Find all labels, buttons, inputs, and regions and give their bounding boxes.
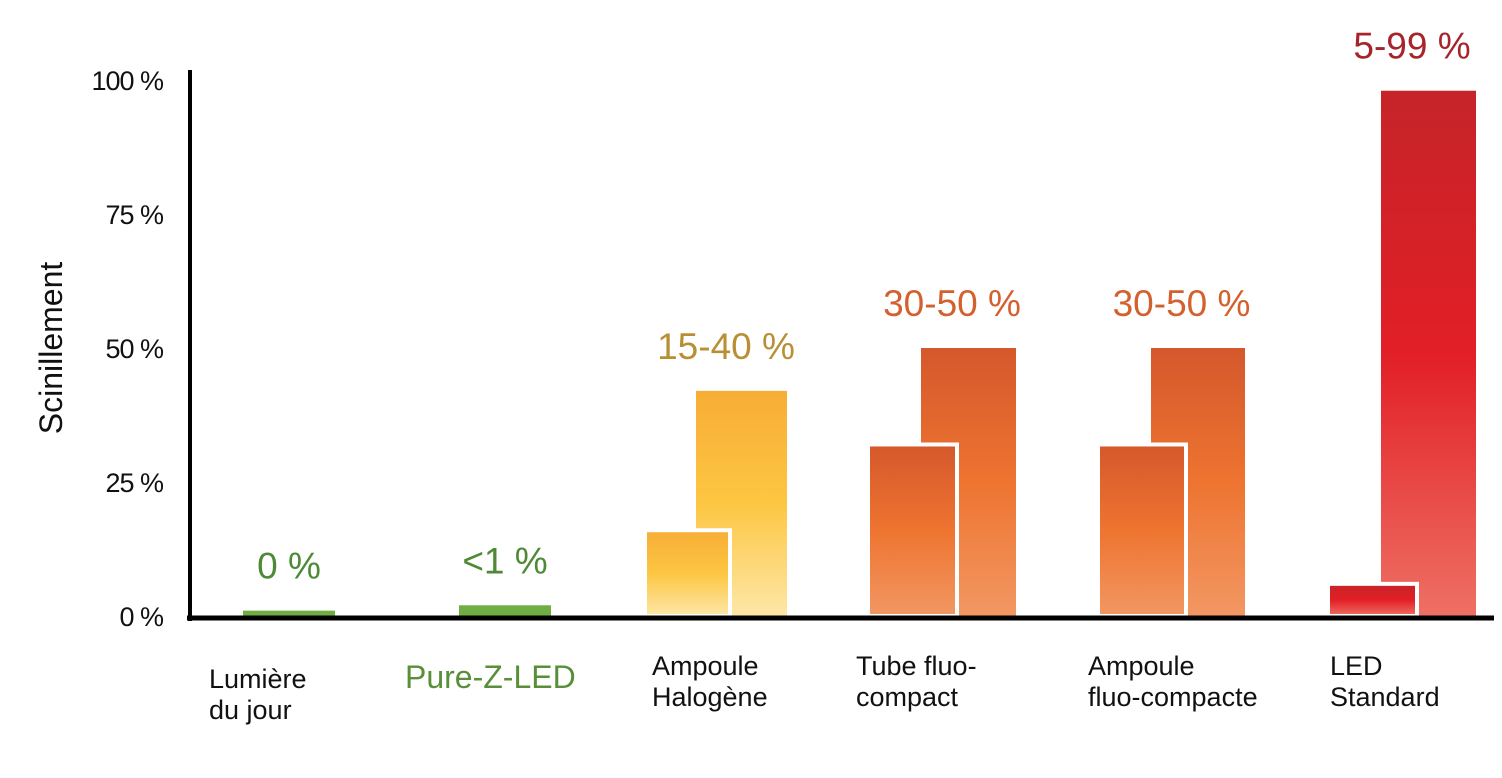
value-labels: 0 % <1 % 15-40 % 30-50 % 30-50 % 5-99 % — [257, 26, 1471, 587]
bar-high — [1381, 90, 1476, 617]
y-tick-label: 25 % — [105, 468, 164, 498]
y-axis-label: Scinillement — [33, 262, 69, 435]
category-label: Ampoule fluo-compacte — [1088, 651, 1258, 712]
value-label: 30-50 % — [883, 283, 1021, 324]
category-label: Tube fluo-compact — [856, 651, 977, 712]
bar — [243, 610, 335, 616]
bars-layer — [243, 90, 1476, 619]
value-label: 15-40 % — [657, 326, 795, 367]
value-label: 5-99 % — [1353, 26, 1470, 67]
value-label: 30-50 % — [1113, 283, 1251, 324]
y-tick-label: 50 % — [105, 334, 164, 364]
category-labels: Lumière du jour Pure-Z-LED Ampoule Halogène T… — [209, 651, 1440, 725]
bar-low — [1096, 442, 1188, 619]
y-tick-label: 100 % — [91, 66, 164, 96]
category-label: LED Standard — [1330, 651, 1440, 712]
value-label: 0 % — [257, 546, 321, 587]
bar-low — [1326, 581, 1419, 619]
y-tick-label: 75 % — [105, 200, 164, 230]
value-label: <1 % — [462, 540, 547, 581]
bar — [459, 605, 551, 616]
y-tick-label: 0 % — [119, 602, 164, 632]
category-label: Pure-Z-LED — [405, 659, 576, 695]
bar-low — [866, 442, 959, 619]
category-label: Ampoule Halogène — [652, 651, 768, 712]
bar-low — [643, 528, 732, 618]
category-label: Lumière du jour — [209, 664, 307, 725]
y-axis-ticks: 0 % 25 % 50 % 75 % 100 % — [91, 66, 165, 632]
